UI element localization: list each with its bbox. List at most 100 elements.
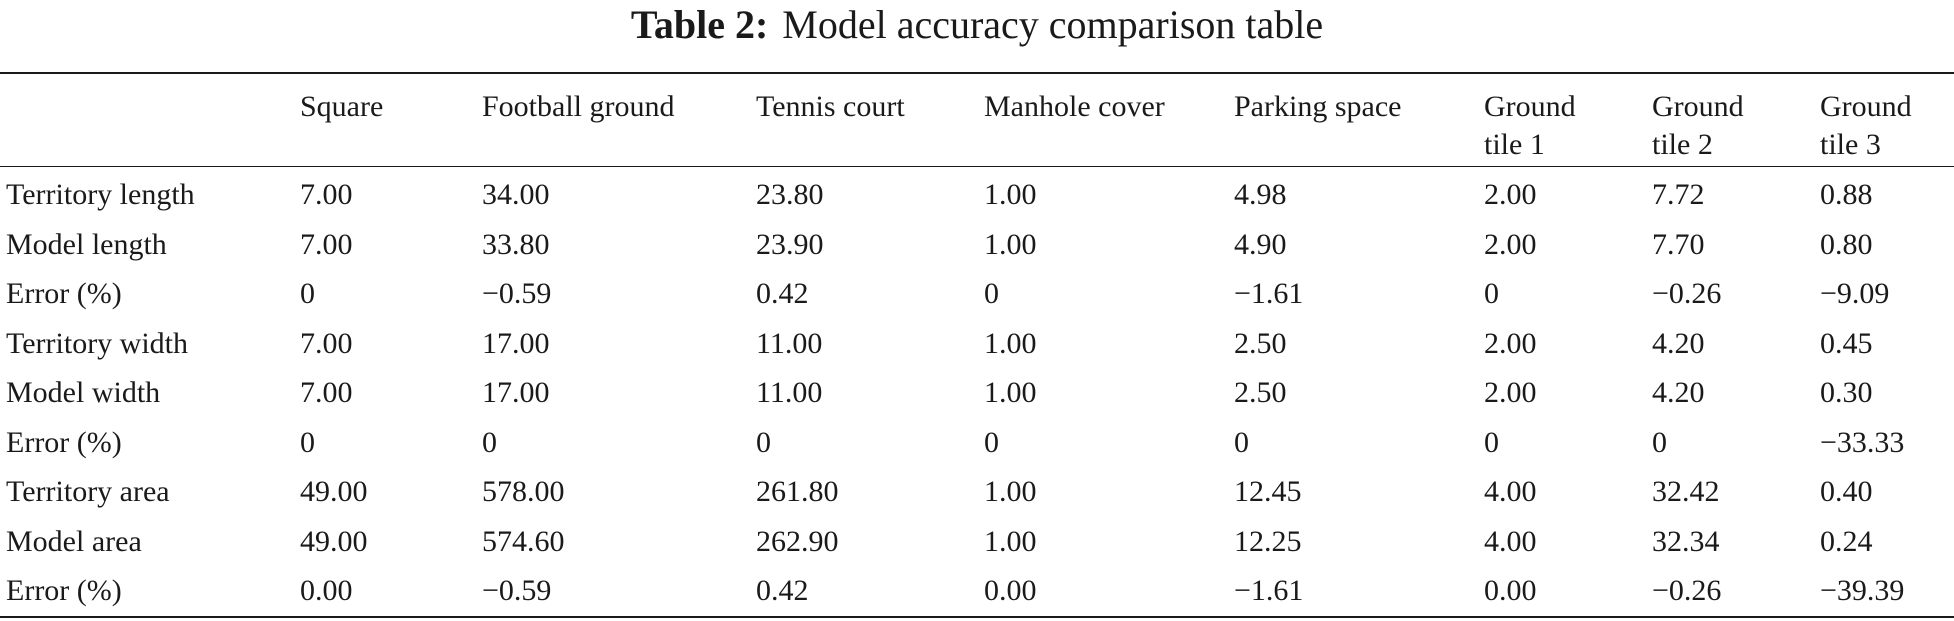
table-cell: 0.88 (1820, 178, 1873, 211)
row-label: Territory area (6, 475, 170, 508)
table-cell: 2.50 (1234, 376, 1287, 409)
table-caption: Table 2: Model accuracy comparison table (0, 2, 1954, 48)
table-cell: 574.60 (482, 525, 565, 558)
column-header: Square (300, 88, 383, 126)
row-label: Model area (6, 525, 142, 558)
table-cell: 0 (984, 277, 999, 310)
table-cell: −1.61 (1234, 574, 1304, 607)
caption-label: Table 2: (630, 2, 769, 47)
column-header: Parking space (1234, 88, 1401, 126)
header-rule (0, 166, 1954, 167)
table-cell: 4.00 (1484, 525, 1537, 558)
table-cell: 34.00 (482, 178, 550, 211)
row-label: Error (%) (6, 277, 122, 310)
table-cell: −0.26 (1652, 277, 1722, 310)
table-cell: 0.40 (1820, 475, 1873, 508)
table-cell: 4.90 (1234, 228, 1287, 261)
column-header-line: Tennis court (756, 90, 905, 123)
column-header: Ground tile 2 (1652, 88, 1744, 164)
table-cell: 0.45 (1820, 327, 1873, 360)
row-label: Territory length (6, 178, 195, 211)
table-cell: 7.72 (1652, 178, 1705, 211)
table-cell: 0.24 (1820, 525, 1873, 558)
table-cell: 23.80 (756, 178, 824, 211)
table-cell: 0.30 (1820, 376, 1873, 409)
table-cell: 32.34 (1652, 525, 1720, 558)
table-cell: 0 (1484, 277, 1499, 310)
caption-title: Model accuracy comparison table (782, 2, 1324, 47)
table-cell: 1.00 (984, 178, 1037, 211)
table-cell: −33.33 (1820, 426, 1905, 459)
table-cell: 1.00 (984, 228, 1037, 261)
table-cell: 578.00 (482, 475, 565, 508)
table-cell: 1.00 (984, 327, 1037, 360)
column-header-line: Football ground (482, 90, 675, 123)
column-header-line: Square (300, 90, 384, 123)
table-cell: 1.00 (984, 525, 1037, 558)
table-cell: 2.00 (1484, 228, 1537, 261)
column-header: Manhole cover (984, 88, 1165, 126)
row-label: Model length (6, 228, 167, 261)
table-cell: 12.45 (1234, 475, 1302, 508)
column-header-line: Parking space (1234, 90, 1402, 123)
table-cell: 12.25 (1234, 525, 1302, 558)
column-header-line: Ground (1652, 90, 1744, 123)
table-cell: −9.09 (1820, 277, 1890, 310)
table-cell: 4.20 (1652, 327, 1705, 360)
top-rule (0, 72, 1954, 74)
column-header-line: Manhole cover (984, 90, 1165, 123)
table-cell: 32.42 (1652, 475, 1720, 508)
row-label: Model width (6, 376, 161, 409)
table-cell: 0 (984, 426, 999, 459)
table-cell: −0.59 (482, 574, 552, 607)
table-cell: 0 (1234, 426, 1249, 459)
table-cell: 2.00 (1484, 376, 1537, 409)
table-cell: 7.70 (1652, 228, 1705, 261)
column-header-line: tile 1 (1484, 128, 1545, 161)
table-cell: 0.80 (1820, 228, 1873, 261)
table-cell: 0 (1652, 426, 1667, 459)
table-cell: 33.80 (482, 228, 550, 261)
table-cell: 0.00 (300, 574, 353, 607)
row-label: Error (%) (6, 574, 122, 607)
table-cell: 262.90 (756, 525, 839, 558)
column-header: Ground tile 1 (1484, 88, 1576, 164)
table-cell: 23.90 (756, 228, 824, 261)
table-cell: 4.20 (1652, 376, 1705, 409)
table-cell: −0.26 (1652, 574, 1722, 607)
bottom-rule (0, 616, 1954, 618)
table-cell: 4.00 (1484, 475, 1537, 508)
table-cell: 4.98 (1234, 178, 1287, 211)
table-cell: 7.00 (300, 327, 353, 360)
table-cell: 0.00 (1484, 574, 1537, 607)
column-header: Ground tile 3 (1820, 88, 1912, 164)
column-header-line: Ground (1820, 90, 1912, 123)
row-label: Territory width (6, 327, 189, 360)
table-cell: 0 (1484, 426, 1499, 459)
table-cell: 1.00 (984, 376, 1037, 409)
table-cell: 7.00 (300, 178, 353, 211)
table-cell: 11.00 (756, 376, 823, 409)
table-cell: 1.00 (984, 475, 1037, 508)
column-header-line: tile 2 (1652, 128, 1713, 161)
table-cell: 0 (300, 426, 315, 459)
row-label: Error (%) (6, 426, 122, 459)
column-header: Tennis court (756, 88, 905, 126)
table-cell: 2.00 (1484, 178, 1537, 211)
table-cell: −39.39 (1820, 574, 1905, 607)
table-cell: 2.00 (1484, 327, 1537, 360)
table-cell: 0.00 (984, 574, 1037, 607)
table-cell: 7.00 (300, 376, 353, 409)
table-cell: 17.00 (482, 327, 550, 360)
column-header: Football ground (482, 88, 675, 126)
table-cell: 11.00 (756, 327, 823, 360)
column-header-line: Ground (1484, 90, 1576, 123)
table-cell: 0 (300, 277, 315, 310)
table-cell: 0.42 (756, 277, 809, 310)
column-header-line: tile 3 (1820, 128, 1881, 161)
table-cell: −1.61 (1234, 277, 1304, 310)
table-cell: 2.50 (1234, 327, 1287, 360)
table-cell: 7.00 (300, 228, 353, 261)
table-cell: 49.00 (300, 475, 368, 508)
table-cell: 261.80 (756, 475, 839, 508)
